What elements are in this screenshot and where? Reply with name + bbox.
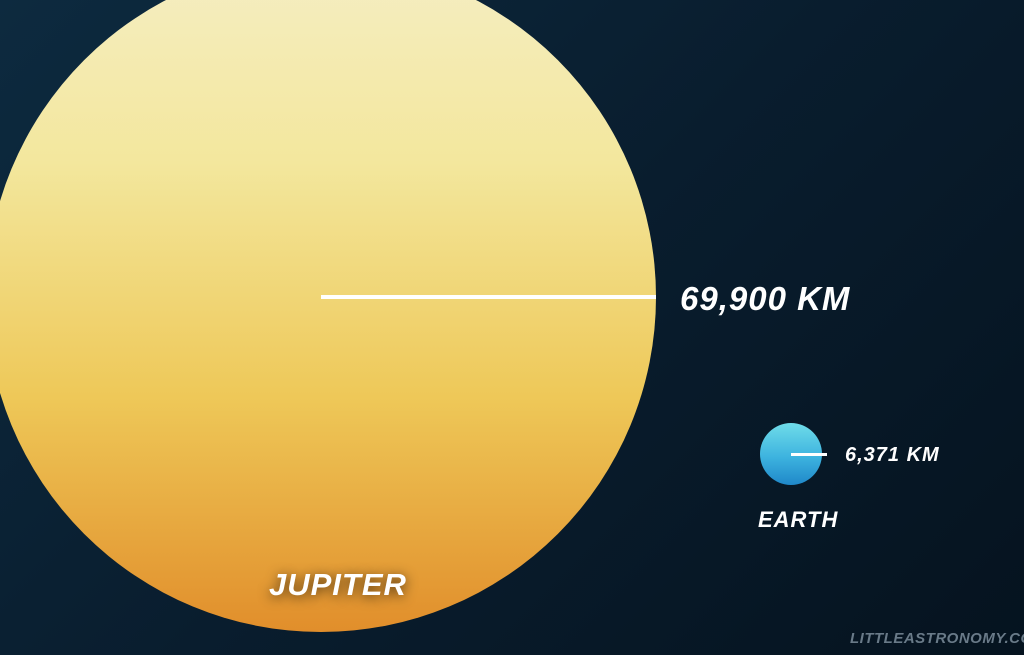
earth-radius-line xyxy=(791,453,827,456)
infographic-canvas: 69,900 KM JUPITER 6,371 KM EARTH LITTLEA… xyxy=(0,0,1024,655)
earth-name-label: EARTH xyxy=(758,507,838,533)
jupiter-radius-line xyxy=(321,295,656,299)
earth-radius-label: 6,371 KM xyxy=(845,444,940,467)
jupiter-planet xyxy=(0,0,656,632)
jupiter-radius-label: 69,900 KM xyxy=(680,280,850,318)
attribution-text: LITTLEASTRONOMY.COM xyxy=(850,630,1024,647)
jupiter-name-label: JUPITER xyxy=(269,567,407,603)
